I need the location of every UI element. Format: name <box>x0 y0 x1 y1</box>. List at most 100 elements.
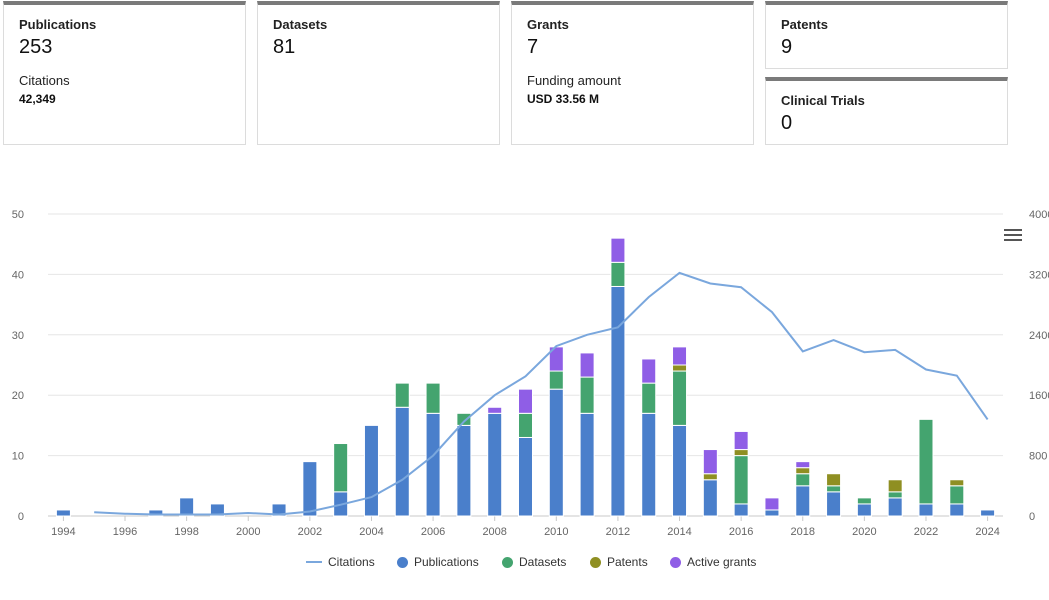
chart-menu-icon[interactable] <box>1004 229 1022 243</box>
bar-publications <box>425 412 441 517</box>
bar-publications <box>394 406 410 517</box>
x-axis-tick-label: 1996 <box>113 526 137 538</box>
bar-patents <box>887 479 903 493</box>
y-axis-right-tick-label: 0 <box>1029 511 1035 523</box>
clinical-trials-label: Clinical Trials <box>781 93 865 108</box>
patents-label: Patents <box>781 17 828 32</box>
legend-label-citations: Citations <box>328 555 375 569</box>
bar-publications <box>733 503 749 517</box>
legend-item-active-grants[interactable]: Active grants <box>670 553 756 571</box>
grants-card[interactable]: Grants 7 Funding amount USD 33.56 M <box>511 1 754 145</box>
legend-item-datasets[interactable]: Datasets <box>502 553 566 571</box>
patents-card[interactable]: Patents 9 <box>765 1 1008 69</box>
bar-patents <box>949 479 965 487</box>
x-axis-tick-label: 2020 <box>852 526 876 538</box>
x-axis-tick-label: 2002 <box>298 526 322 538</box>
bar-active-grants <box>702 449 718 475</box>
x-axis-tick-label: 2008 <box>482 526 506 538</box>
bar-patents <box>795 467 811 475</box>
bar-active-grants <box>518 388 533 414</box>
publications-count: 253 <box>19 36 53 58</box>
bar-publications <box>487 412 503 517</box>
funding-amount-label: Funding amount <box>527 73 621 88</box>
legend-label-datasets: Datasets <box>519 555 567 569</box>
bar-datasets <box>425 382 441 414</box>
bar-datasets <box>672 370 688 426</box>
publications-card[interactable]: Publications 253 Citations 42,349 <box>3 1 246 145</box>
bar-publications <box>856 503 872 517</box>
bar-publications <box>949 503 965 517</box>
bar-active-grants <box>579 352 595 378</box>
citations-line <box>94 271 989 516</box>
datasets-swatch <box>502 556 513 568</box>
bar-publications <box>548 388 564 517</box>
bar-publications <box>363 424 379 517</box>
bar-publications <box>333 491 349 517</box>
legend-item-patents[interactable]: Patents <box>590 553 648 571</box>
patents-count: 9 <box>781 36 793 58</box>
grants-label: Grants <box>527 17 569 32</box>
x-axis-tick-label: 2022 <box>914 526 938 538</box>
bar-datasets <box>610 261 626 287</box>
bar-publications <box>179 497 195 517</box>
bar-publications <box>826 491 842 517</box>
citations-count: 42,349 <box>19 92 56 106</box>
bar-publications <box>641 412 657 517</box>
bar-datasets <box>795 473 811 487</box>
bar-patents <box>733 449 749 457</box>
bar-datasets <box>333 443 349 493</box>
bar-datasets <box>733 455 749 505</box>
bar-datasets <box>518 412 533 438</box>
clinical-trials-card[interactable]: Clinical Trials 0 <box>765 77 1008 145</box>
bar-active-grants <box>764 497 780 511</box>
bar-active-grants <box>672 346 688 366</box>
bar-publications <box>918 503 934 517</box>
y-axis-right-tick-label: 1600 <box>1029 390 1049 402</box>
legend-item-publications[interactable]: Publications <box>397 553 479 571</box>
legend-label-patents: Patents <box>607 555 648 569</box>
clinical-trials-count: 0 <box>781 112 793 134</box>
bar-publications <box>610 285 626 517</box>
bar-publications <box>887 497 903 517</box>
bar-publications <box>456 424 472 517</box>
bar-publications <box>271 503 287 517</box>
bar-active-grants <box>487 406 503 414</box>
y-axis-right-tick-label: 800 <box>1029 451 1047 463</box>
x-axis-tick-label: 1998 <box>174 526 198 538</box>
x-axis-tick-label: 2014 <box>667 526 691 538</box>
bar-active-grants <box>641 358 657 384</box>
bar-publications <box>579 412 595 517</box>
bar-active-grants <box>610 237 626 263</box>
bar-publications <box>980 509 996 517</box>
legend-label-active-grants: Active grants <box>687 555 757 569</box>
bar-publications <box>209 503 225 517</box>
datasets-card[interactable]: Datasets 81 <box>257 1 500 145</box>
y-axis-right-tick-label: 4000 <box>1029 209 1049 221</box>
x-axis-tick-label: 2006 <box>421 526 445 538</box>
y-axis-left-tick-label: 10 <box>12 451 24 463</box>
x-axis-tick-label: 1994 <box>51 526 75 538</box>
bar-active-grants <box>733 430 749 451</box>
bar-publications <box>672 424 688 517</box>
citations-line-swatch <box>306 561 322 563</box>
bar-publications <box>702 479 718 517</box>
legend-item-citations[interactable]: Citations <box>306 553 375 571</box>
x-axis-tick-label: 2010 <box>544 526 568 538</box>
y-axis-right-tick-label: 2400 <box>1029 330 1049 342</box>
bar-datasets <box>548 370 564 390</box>
active-grants-swatch <box>670 556 681 568</box>
publications-label: Publications <box>19 17 97 32</box>
funding-amount-value: USD 33.56 M <box>527 92 600 106</box>
x-axis-tick-label: 2016 <box>729 526 753 538</box>
datasets-label: Datasets <box>273 17 328 32</box>
publications-swatch <box>397 556 408 568</box>
bar-publications <box>764 509 780 517</box>
bar-datasets <box>394 382 410 408</box>
bar-datasets <box>949 485 965 505</box>
bar-publications <box>55 509 71 517</box>
datasets-count: 81 <box>273 36 296 58</box>
x-axis-tick-label: 2018 <box>791 526 815 538</box>
patents-swatch <box>590 556 601 568</box>
bar-datasets <box>856 497 872 505</box>
legend-label-publications: Publications <box>414 555 479 569</box>
